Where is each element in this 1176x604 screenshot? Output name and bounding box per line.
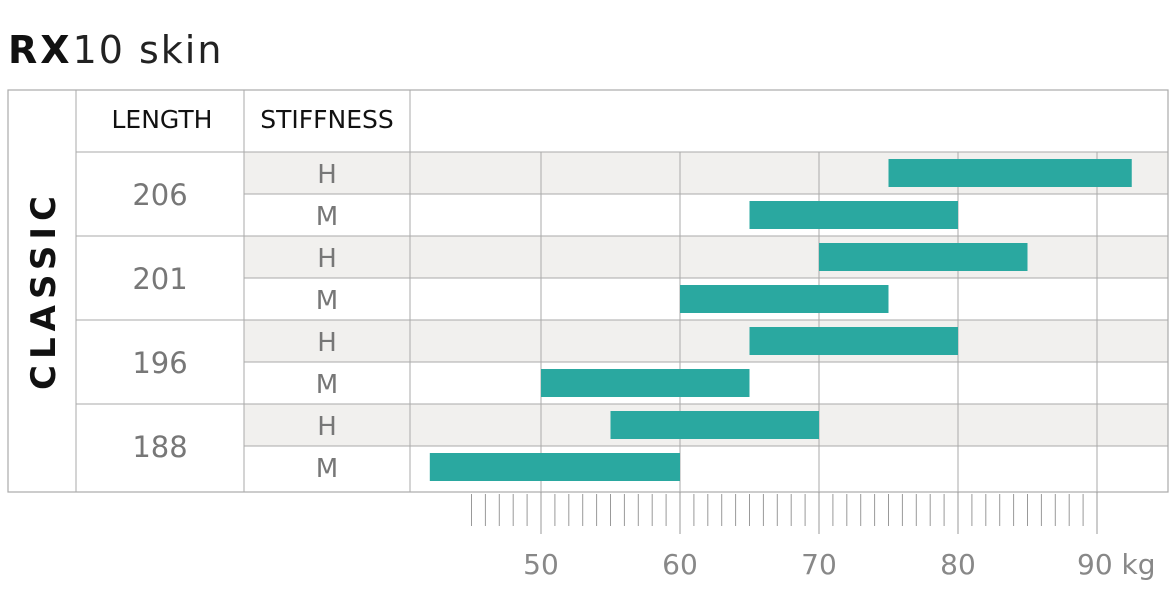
stiffness-label: H [317,244,337,274]
stiffness-label: M [316,454,338,484]
table-frame [7,89,1169,493]
stiffness-label: M [316,370,338,400]
category-label: CLASSIC [24,190,64,390]
chart-title: RX10 skin [8,28,223,72]
header-length: LENGTH [112,105,213,134]
bar-201-M [680,285,889,313]
tick-label-90: 90 kg [1077,548,1156,581]
length-label: 188 [132,430,187,464]
outer-border [7,89,1169,493]
grid-lines [76,152,1168,492]
bar-196-M [541,369,750,397]
tick-label-50: 50 [523,548,559,581]
bar-206-H [888,159,1132,187]
x-axis: 50 60 70 80 90 kg [471,492,1156,581]
length-label: 201 [132,262,187,296]
stiffness-label: H [317,412,337,442]
tick-label-80: 80 [940,548,976,581]
bar-206-M [749,201,958,229]
row-shade [244,320,1168,362]
tick-label-70: 70 [801,548,837,581]
stiffness-label: M [316,286,338,316]
bar-188-M [429,453,680,481]
length-label: 206 [132,178,187,212]
title-variant: 10 skin [72,28,224,72]
bar-201-H [819,243,1028,271]
header-stiffness: STIFFNESS [260,105,394,134]
weight-range-bars [429,159,1132,481]
bar-196-H [749,327,958,355]
tick-label-60: 60 [662,548,698,581]
bar-188-H [610,411,819,439]
length-label: 196 [132,346,187,380]
title-model: RX [8,28,73,72]
stiffness-label: H [317,160,337,190]
stiffness-label: H [317,328,337,358]
stiffness-label: M [316,202,338,232]
row-shade [244,236,1168,278]
